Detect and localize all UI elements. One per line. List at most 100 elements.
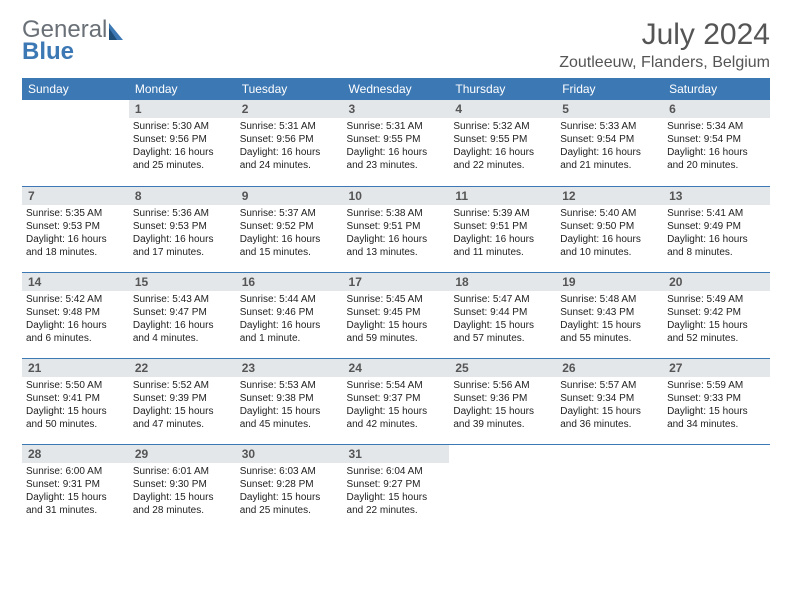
calendar-cell xyxy=(556,444,663,530)
daylight-text: Daylight: 15 hours and 25 minutes. xyxy=(240,491,339,517)
calendar-cell: 8Sunrise: 5:36 AMSunset: 9:53 PMDaylight… xyxy=(129,186,236,272)
day-number: 26 xyxy=(556,359,663,377)
day-number: 30 xyxy=(236,445,343,463)
daylight-text: Daylight: 15 hours and 57 minutes. xyxy=(453,319,552,345)
calendar-table: SundayMondayTuesdayWednesdayThursdayFrid… xyxy=(22,78,770,530)
sunrise-text: Sunrise: 5:39 AM xyxy=(453,207,552,220)
daylight-text: Daylight: 16 hours and 21 minutes. xyxy=(560,146,659,172)
daylight-text: Daylight: 15 hours and 39 minutes. xyxy=(453,405,552,431)
daylight-text: Daylight: 15 hours and 22 minutes. xyxy=(347,491,446,517)
day-number: 15 xyxy=(129,273,236,291)
day-number: 23 xyxy=(236,359,343,377)
day-body: Sunrise: 5:33 AMSunset: 9:54 PMDaylight:… xyxy=(556,118,663,176)
day-body: Sunrise: 5:44 AMSunset: 9:46 PMDaylight:… xyxy=(236,291,343,349)
logo: GeneralBlue xyxy=(22,18,130,64)
calendar-cell: 22Sunrise: 5:52 AMSunset: 9:39 PMDayligh… xyxy=(129,358,236,444)
day-body: Sunrise: 5:32 AMSunset: 9:55 PMDaylight:… xyxy=(449,118,556,176)
sunset-text: Sunset: 9:49 PM xyxy=(667,220,766,233)
day-number: 18 xyxy=(449,273,556,291)
daylight-text: Daylight: 15 hours and 45 minutes. xyxy=(240,405,339,431)
sunrise-text: Sunrise: 5:32 AM xyxy=(453,120,552,133)
day-number: 27 xyxy=(663,359,770,377)
day-number: 17 xyxy=(343,273,450,291)
sunset-text: Sunset: 9:50 PM xyxy=(560,220,659,233)
day-number: 31 xyxy=(343,445,450,463)
calendar-cell: 10Sunrise: 5:38 AMSunset: 9:51 PMDayligh… xyxy=(343,186,450,272)
table-row: 14Sunrise: 5:42 AMSunset: 9:48 PMDayligh… xyxy=(22,272,770,358)
day-body: Sunrise: 5:31 AMSunset: 9:55 PMDaylight:… xyxy=(343,118,450,176)
day-body: Sunrise: 5:47 AMSunset: 9:44 PMDaylight:… xyxy=(449,291,556,349)
day-body: Sunrise: 5:42 AMSunset: 9:48 PMDaylight:… xyxy=(22,291,129,349)
sunset-text: Sunset: 9:34 PM xyxy=(560,392,659,405)
daylight-text: Daylight: 15 hours and 52 minutes. xyxy=(667,319,766,345)
table-row: 28Sunrise: 6:00 AMSunset: 9:31 PMDayligh… xyxy=(22,444,770,530)
day-number: 6 xyxy=(663,100,770,118)
sunrise-text: Sunrise: 5:47 AM xyxy=(453,293,552,306)
sunrise-text: Sunrise: 5:44 AM xyxy=(240,293,339,306)
calendar-cell: 27Sunrise: 5:59 AMSunset: 9:33 PMDayligh… xyxy=(663,358,770,444)
sunset-text: Sunset: 9:54 PM xyxy=(667,133,766,146)
calendar-cell: 13Sunrise: 5:41 AMSunset: 9:49 PMDayligh… xyxy=(663,186,770,272)
calendar-cell: 20Sunrise: 5:49 AMSunset: 9:42 PMDayligh… xyxy=(663,272,770,358)
daylight-text: Daylight: 15 hours and 42 minutes. xyxy=(347,405,446,431)
day-number: 5 xyxy=(556,100,663,118)
day-number: 2 xyxy=(236,100,343,118)
calendar-cell: 5Sunrise: 5:33 AMSunset: 9:54 PMDaylight… xyxy=(556,100,663,186)
daylight-text: Daylight: 16 hours and 24 minutes. xyxy=(240,146,339,172)
day-body: Sunrise: 5:56 AMSunset: 9:36 PMDaylight:… xyxy=(449,377,556,435)
sunrise-text: Sunrise: 5:57 AM xyxy=(560,379,659,392)
sunset-text: Sunset: 9:55 PM xyxy=(347,133,446,146)
sunset-text: Sunset: 9:51 PM xyxy=(453,220,552,233)
sunset-text: Sunset: 9:55 PM xyxy=(453,133,552,146)
dayname-saturday: Saturday xyxy=(663,78,770,100)
sunrise-text: Sunrise: 5:35 AM xyxy=(26,207,125,220)
sunrise-text: Sunrise: 6:03 AM xyxy=(240,465,339,478)
daylight-text: Daylight: 16 hours and 15 minutes. xyxy=(240,233,339,259)
calendar-body: 1Sunrise: 5:30 AMSunset: 9:56 PMDaylight… xyxy=(22,100,770,530)
day-body: Sunrise: 5:45 AMSunset: 9:45 PMDaylight:… xyxy=(343,291,450,349)
calendar-cell: 6 Sunrise: 5:34 AMSunset: 9:54 PMDaylight… xyxy=(663,100,770,186)
day-number: 28 xyxy=(22,445,129,463)
day-number: 10 xyxy=(343,187,450,205)
sunrise-text: Sunrise: 5:34 AM xyxy=(667,120,766,133)
calendar-cell: 14Sunrise: 5:42 AMSunset: 9:48 PMDayligh… xyxy=(22,272,129,358)
calendar-cell: 9Sunrise: 5:37 AMSunset: 9:52 PMDaylight… xyxy=(236,186,343,272)
logo-text-blue: Blue xyxy=(22,40,130,64)
sunrise-text: Sunrise: 5:31 AM xyxy=(240,120,339,133)
calendar-cell: 29Sunrise: 6:01 AMSunset: 9:30 PMDayligh… xyxy=(129,444,236,530)
sunset-text: Sunset: 9:52 PM xyxy=(240,220,339,233)
calendar-cell: 3Sunrise: 5:31 AMSunset: 9:55 PMDaylight… xyxy=(343,100,450,186)
daylight-text: Daylight: 16 hours and 23 minutes. xyxy=(347,146,446,172)
sunset-text: Sunset: 9:48 PM xyxy=(26,306,125,319)
sunrise-text: Sunrise: 5:53 AM xyxy=(240,379,339,392)
daylight-text: Daylight: 16 hours and 20 minutes. xyxy=(667,146,766,172)
calendar-cell: 25Sunrise: 5:56 AMSunset: 9:36 PMDayligh… xyxy=(449,358,556,444)
day-body: Sunrise: 5:59 AMSunset: 9:33 PMDaylight:… xyxy=(663,377,770,435)
sunset-text: Sunset: 9:43 PM xyxy=(560,306,659,319)
calendar-cell xyxy=(449,444,556,530)
sunset-text: Sunset: 9:56 PM xyxy=(240,133,339,146)
day-body: Sunrise: 5:39 AMSunset: 9:51 PMDaylight:… xyxy=(449,205,556,263)
calendar-cell: 30Sunrise: 6:03 AMSunset: 9:28 PMDayligh… xyxy=(236,444,343,530)
sunrise-text: Sunrise: 5:52 AM xyxy=(133,379,232,392)
calendar-cell xyxy=(663,444,770,530)
dayname-friday: Friday xyxy=(556,78,663,100)
day-body: Sunrise: 5:50 AMSunset: 9:41 PMDaylight:… xyxy=(22,377,129,435)
daylight-text: Daylight: 16 hours and 11 minutes. xyxy=(453,233,552,259)
table-row: 1Sunrise: 5:30 AMSunset: 9:56 PMDaylight… xyxy=(22,100,770,186)
day-number: 1 xyxy=(129,100,236,118)
day-number: 12 xyxy=(556,187,663,205)
calendar-cell: 2 Sunrise: 5:31 AMSunset: 9:56 PMDaylight… xyxy=(236,100,343,186)
daylight-text: Daylight: 15 hours and 59 minutes. xyxy=(347,319,446,345)
day-number: 13 xyxy=(663,187,770,205)
day-body: Sunrise: 5:53 AMSunset: 9:38 PMDaylight:… xyxy=(236,377,343,435)
sunset-text: Sunset: 9:39 PM xyxy=(133,392,232,405)
daylight-text: Daylight: 16 hours and 6 minutes. xyxy=(26,319,125,345)
daylight-text: Daylight: 16 hours and 22 minutes. xyxy=(453,146,552,172)
sunset-text: Sunset: 9:45 PM xyxy=(347,306,446,319)
dayname-monday: Monday xyxy=(129,78,236,100)
sunrise-text: Sunrise: 5:40 AM xyxy=(560,207,659,220)
header: GeneralBlue July 2024 Zoutleeuw, Flander… xyxy=(22,18,770,72)
calendar-cell: 17Sunrise: 5:45 AMSunset: 9:45 PMDayligh… xyxy=(343,272,450,358)
day-body: Sunrise: 5:36 AMSunset: 9:53 PMDaylight:… xyxy=(129,205,236,263)
